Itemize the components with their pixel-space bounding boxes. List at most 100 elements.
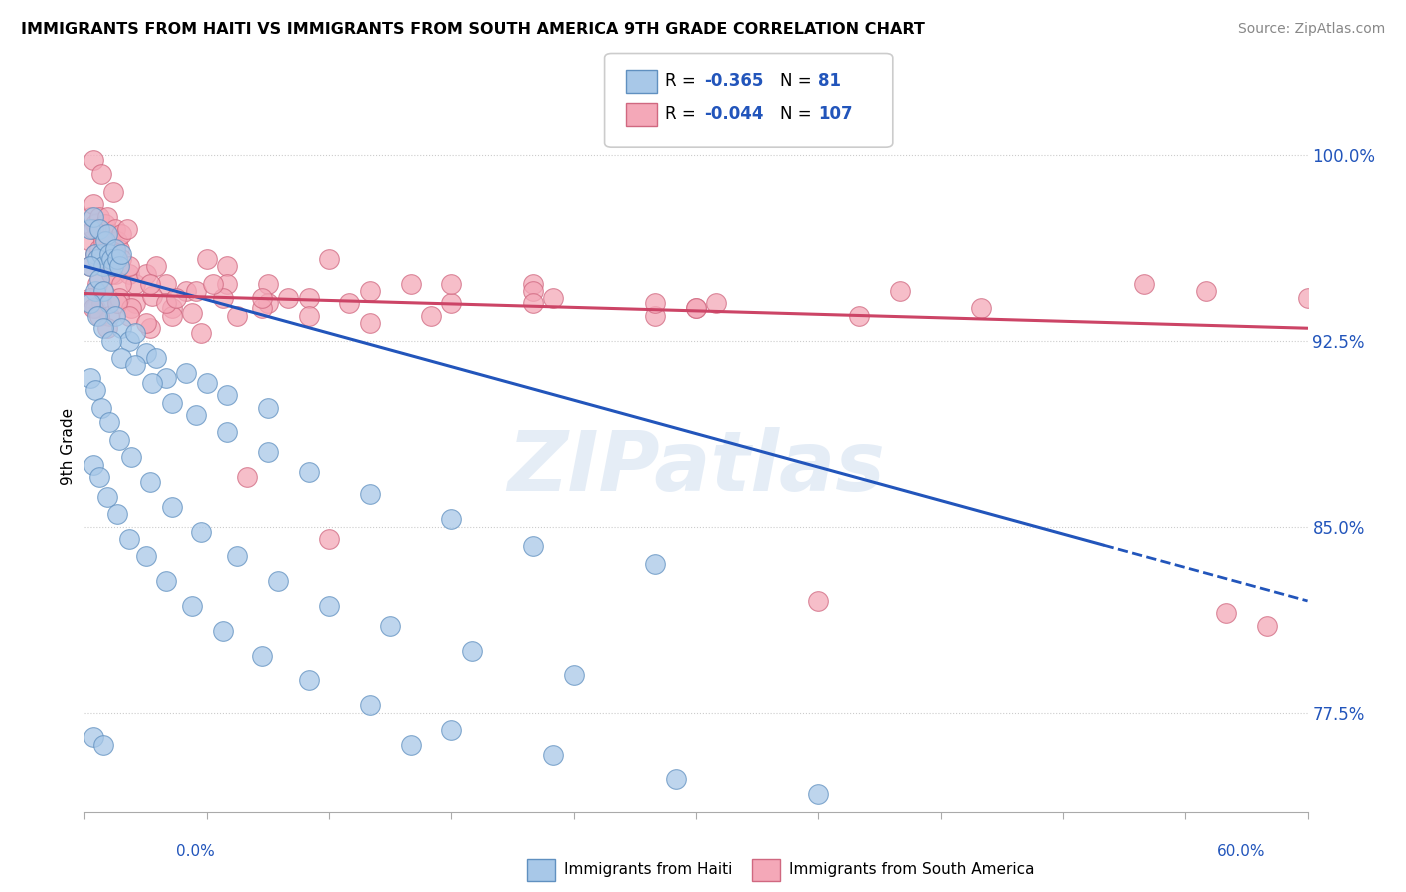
Point — [848, 309, 870, 323]
Point — [87, 210, 110, 224]
Text: IMMIGRANTS FROM HAITI VS IMMIGRANTS FROM SOUTH AMERICA 9TH GRADE CORRELATION CHA: IMMIGRANTS FROM HAITI VS IMMIGRANTS FROM… — [21, 22, 925, 37]
Point — [186, 284, 208, 298]
Point — [108, 433, 131, 447]
Point — [79, 296, 101, 310]
Point — [186, 408, 208, 422]
Point — [212, 624, 235, 638]
Point — [201, 277, 224, 291]
Point — [96, 227, 118, 241]
Point — [91, 738, 114, 752]
Point — [257, 296, 280, 310]
Point — [807, 788, 830, 802]
Point — [181, 599, 204, 613]
Point — [318, 599, 340, 613]
Text: N =: N = — [780, 72, 817, 90]
Point — [79, 371, 101, 385]
Point — [124, 326, 146, 341]
Point — [97, 259, 120, 273]
Text: 60.0%: 60.0% — [1218, 845, 1265, 859]
Point — [110, 351, 132, 365]
Point — [174, 366, 197, 380]
Point — [104, 247, 127, 261]
Point — [105, 296, 128, 310]
Point — [155, 371, 177, 385]
Point — [298, 309, 321, 323]
Point — [298, 673, 321, 688]
Point — [93, 217, 115, 231]
Point — [120, 450, 142, 465]
Point — [461, 643, 484, 657]
Point — [82, 301, 104, 316]
Point — [522, 296, 544, 310]
Text: R =: R = — [665, 72, 702, 90]
Point — [82, 197, 104, 211]
Point — [522, 540, 544, 554]
Point — [97, 247, 120, 261]
Text: Immigrants from South America: Immigrants from South America — [789, 863, 1035, 877]
Text: N =: N = — [780, 105, 817, 123]
Point — [190, 524, 212, 539]
Point — [79, 292, 101, 306]
Point — [440, 296, 463, 310]
Point — [217, 425, 239, 440]
Y-axis label: 9th Grade: 9th Grade — [60, 408, 76, 484]
Text: Immigrants from Haiti: Immigrants from Haiti — [564, 863, 733, 877]
Point — [124, 296, 146, 310]
Point — [79, 210, 101, 224]
Point — [250, 648, 273, 663]
Point — [685, 301, 707, 316]
Point — [79, 222, 101, 236]
Point — [93, 235, 115, 249]
Point — [236, 470, 259, 484]
Point — [277, 292, 299, 306]
Point — [90, 168, 112, 182]
Point — [87, 470, 110, 484]
Point — [440, 723, 463, 737]
Point — [135, 316, 157, 330]
Point — [250, 292, 273, 306]
Text: R =: R = — [665, 105, 702, 123]
Point — [100, 267, 122, 281]
Point — [83, 247, 105, 261]
Point — [97, 227, 120, 241]
Point — [359, 698, 381, 712]
Point — [138, 475, 160, 489]
Point — [195, 376, 218, 390]
Point — [96, 321, 118, 335]
Point — [440, 512, 463, 526]
Point — [226, 549, 249, 564]
Point — [86, 252, 108, 266]
Point — [298, 465, 321, 479]
Point — [359, 487, 381, 501]
Point — [120, 301, 142, 316]
Point — [118, 532, 141, 546]
Point — [190, 326, 212, 341]
Point — [100, 334, 122, 348]
Point — [160, 309, 183, 323]
Point — [91, 321, 114, 335]
Point — [359, 316, 381, 330]
Point — [90, 227, 112, 241]
Point — [97, 296, 120, 310]
Point — [267, 574, 290, 588]
Point — [83, 383, 105, 397]
Point — [101, 185, 124, 199]
Point — [644, 296, 666, 310]
Point — [118, 309, 141, 323]
Point — [135, 549, 157, 564]
Point — [141, 376, 163, 390]
Point — [105, 235, 128, 249]
Point — [91, 232, 114, 246]
Point — [104, 242, 127, 256]
Point — [86, 222, 108, 236]
Point — [399, 738, 422, 752]
Point — [380, 619, 402, 633]
Point — [160, 395, 183, 409]
Point — [181, 306, 204, 320]
Text: 0.0%: 0.0% — [176, 845, 215, 859]
Point — [155, 574, 177, 588]
Point — [124, 359, 146, 373]
Point — [105, 252, 128, 266]
Point — [318, 532, 340, 546]
Point — [160, 500, 183, 514]
